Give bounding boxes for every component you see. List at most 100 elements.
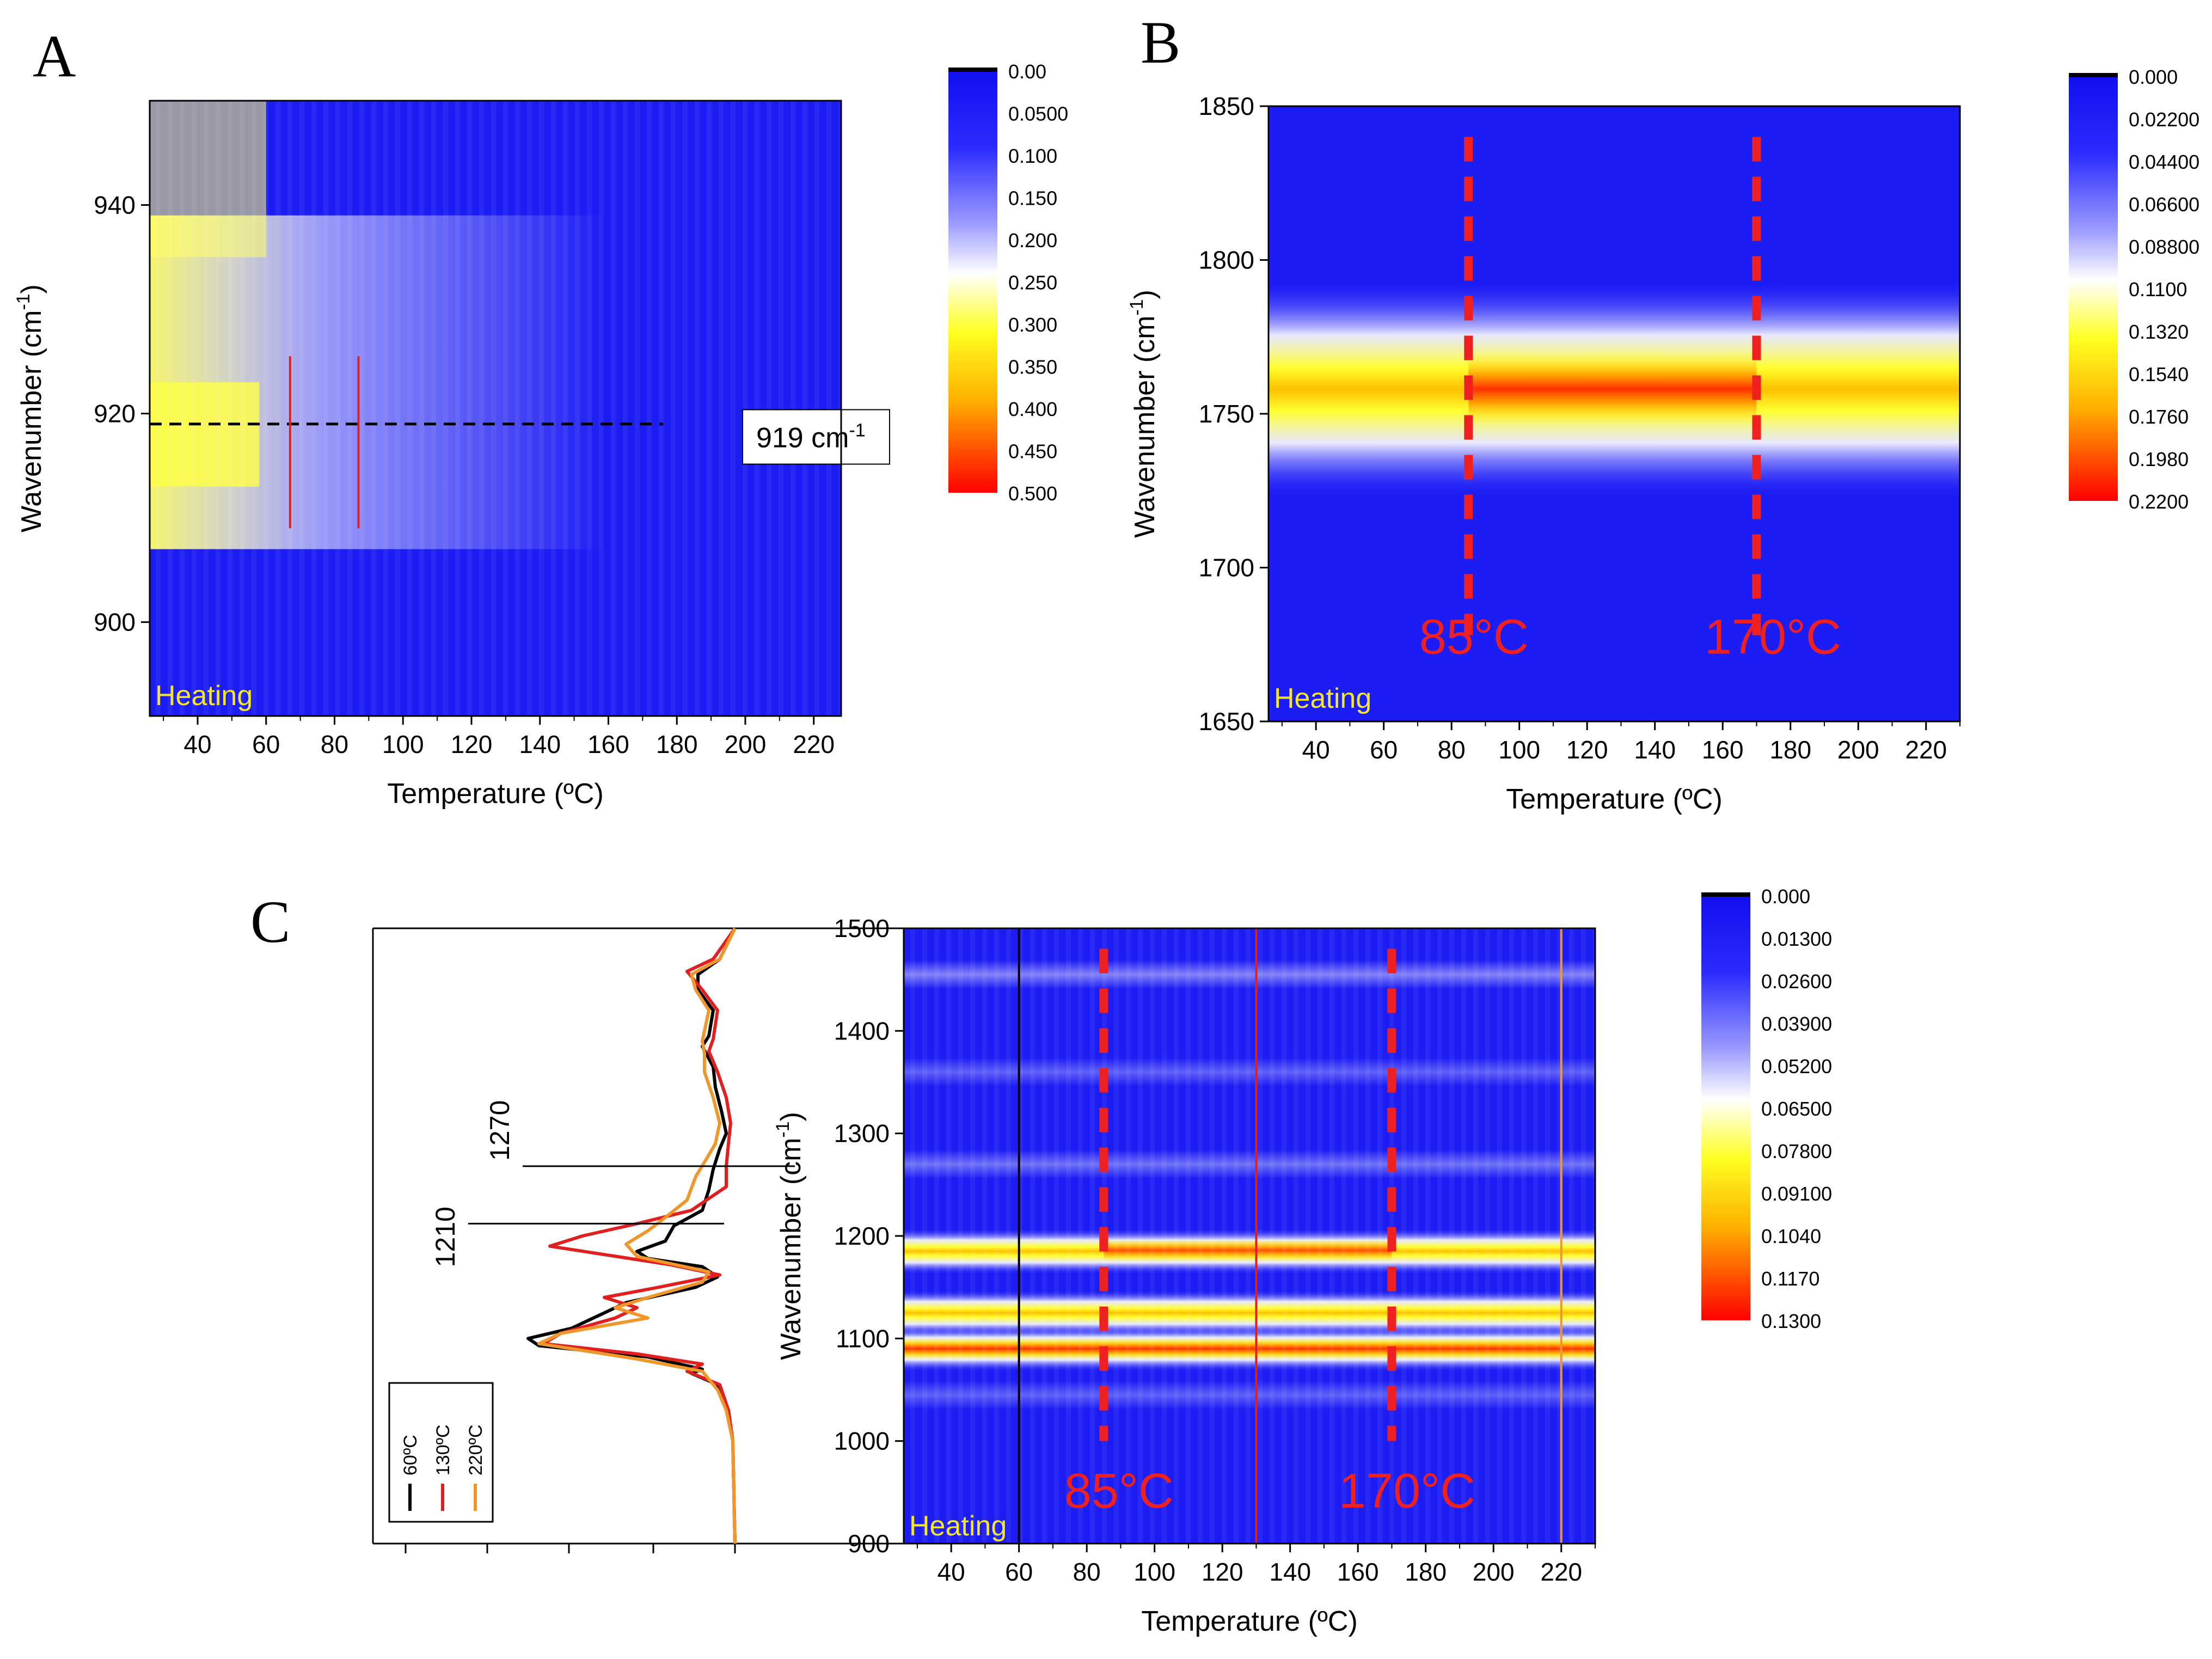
- panel-a-axes: 40 60 80 100 120 140 160 180 200 220 900 920 940 Temp…: [13, 100, 842, 810]
- panel-a-callout-sup: -1: [849, 420, 865, 440]
- panel-a-colorbar-label: 0.450: [1008, 440, 1057, 463]
- panel-a-colorbar-label: 0.00: [1008, 60, 1046, 83]
- panel-c-ylabel: Wavenumber (cm-1): [773, 1112, 807, 1360]
- panel-c-xtick-label: 120: [1202, 1558, 1243, 1586]
- panel-a-colorbar-label: 0.350: [1008, 356, 1057, 378]
- panel-b-xtick-label: 160: [1702, 736, 1744, 764]
- panel-c-marker-label: 85°C: [1064, 1464, 1174, 1519]
- panel-a-colorbar-label: 0.200: [1008, 229, 1057, 252]
- panel-c-colorbar-label: 0.07800: [1761, 1140, 1832, 1162]
- panel-c-annotation-label: 1210: [430, 1207, 461, 1267]
- panel-a-letter: A: [33, 23, 76, 89]
- panel-c-colorbar-label: 0.1300: [1761, 1310, 1821, 1332]
- panel-a-ytick-label: 920: [94, 400, 136, 428]
- panel-c-ytick-label: 1300: [834, 1119, 890, 1148]
- panel-c-annotation-label: 1270: [485, 1100, 515, 1161]
- panel-a-colorbar-top-cap: [948, 68, 997, 72]
- panel-b-colorbar: 0.000 0.02200 0.04400 0.06600 0.08800 0.1100 0…: [2069, 66, 2199, 513]
- panel-a-xtick-label: 40: [183, 730, 211, 758]
- panel-c-xtick-label: 180: [1405, 1558, 1447, 1586]
- panel-c-ytick-label: 1000: [834, 1427, 890, 1455]
- panel-a-frame: [149, 100, 842, 717]
- panel-a-ylabel-sup: -1: [13, 293, 34, 310]
- panel-c-xtick-label: 80: [1073, 1558, 1101, 1586]
- panel-b-colorbar-label: 0.1100: [2129, 278, 2187, 301]
- panel-b-xtick-label: 200: [1837, 736, 1879, 764]
- panel-c: C 1270 1210 60ºC 130ºC 220ºC 85°C 170°C Heatin…: [250, 885, 1832, 1637]
- panel-a-colorbar-label: 0.400: [1008, 398, 1057, 420]
- panel-c-colorbar-label: 0.06500: [1761, 1098, 1832, 1120]
- panel-a-colorbar-label: 0.300: [1008, 314, 1057, 336]
- panel-c-colorbar-label: 0.02600: [1761, 970, 1832, 993]
- panel-c-colorbar-label: 0.03900: [1761, 1013, 1832, 1035]
- panel-c-xtick-label: 100: [1133, 1558, 1175, 1586]
- panel-a-callout-box: [742, 409, 890, 465]
- panel-c-xtick-label: 40: [938, 1558, 965, 1586]
- panel-c-xtick-label: 160: [1337, 1558, 1379, 1586]
- panel-b-colorbar-label: 0.1540: [2129, 363, 2189, 385]
- panel-c-spectrum-line: [526, 927, 737, 1544]
- panel-c-legend-label: 220ºC: [465, 1424, 486, 1476]
- panel-b-ytick-label: 1850: [1199, 92, 1254, 120]
- panel-b-xtick-label: 100: [1498, 736, 1540, 764]
- panel-a-xtick-label: 120: [451, 730, 493, 758]
- panel-b-colorbar-label: 0.08800: [2129, 236, 2199, 258]
- panel-a-callout-text: 919 cm: [756, 422, 849, 454]
- panel-c-xtick-label: 140: [1269, 1558, 1311, 1586]
- panel-b-marker-label: 170°C: [1705, 610, 1841, 665]
- panel-c-heating-label: Heating: [909, 1510, 1007, 1542]
- panel-a-ylabel-main: Wavenumber (cm: [16, 310, 47, 532]
- panel-a-xtick-label: 200: [725, 730, 767, 758]
- panel-b-ytick-label: 1650: [1199, 707, 1254, 736]
- panel-a-xtick-label: 60: [252, 730, 280, 758]
- panel-a-colorbar-label: 0.100: [1008, 145, 1057, 167]
- panel-a-colorbar-gradient: [948, 71, 997, 493]
- panel-c-xtick-label: 220: [1540, 1558, 1582, 1586]
- panel-b-letter: B: [1141, 9, 1180, 76]
- panel-c-colorbar-label: 0.1170: [1761, 1268, 1819, 1290]
- panel-a-xtick-label: 180: [656, 730, 698, 758]
- panel-a-ylabel: Wavenumber (cm-1): [13, 284, 47, 532]
- panel-a-colorbar-label: 0.500: [1008, 482, 1057, 505]
- panel-a-colorbar: 0.00 0.0500 0.100 0.150 0.200 0.250 0.300 0.350…: [948, 60, 1068, 505]
- panel-a-colorbar-label: 0.0500: [1008, 103, 1068, 125]
- panel-c-xtick-label: 60: [1005, 1558, 1033, 1586]
- panel-c-ytick-label: 1200: [834, 1222, 890, 1250]
- panel-b-ytick-label: 1700: [1199, 554, 1254, 582]
- panel-c-colorbar-label: 0.1040: [1761, 1225, 1821, 1247]
- panel-b-colorbar-label: 0.1320: [2129, 321, 2189, 343]
- panel-a-streaks: [150, 101, 841, 716]
- panel-b-colorbar-label: 0.1760: [2129, 406, 2189, 428]
- panel-c-letter: C: [250, 889, 290, 955]
- panel-a-xtick-label: 140: [519, 730, 561, 758]
- panel-a-xtick-label: 100: [382, 730, 424, 758]
- panel-c-spectrum-line: [537, 927, 737, 1544]
- panel-c-streaks: [904, 928, 1595, 1544]
- panel-c-colorbar-label: 0.05200: [1761, 1055, 1832, 1078]
- panel-b-marker-label: 85°C: [1419, 610, 1529, 665]
- panel-b-ylabel: Wavenumber (cm-1): [1126, 290, 1161, 538]
- panel-c-colorbar-label: 0.01300: [1761, 928, 1832, 950]
- panel-c-spectra: 1270 1210 60ºC 130ºC 220ºC: [372, 927, 901, 1553]
- panel-c-ylabel-close: ): [775, 1112, 807, 1121]
- panel-b-band-hot: [1468, 352, 1757, 426]
- panel-a-ytick-label: 900: [94, 608, 136, 636]
- panel-c-xlabel: Temperature (ºC): [1141, 1606, 1358, 1637]
- panel-a-colorbar-label: 0.150: [1008, 187, 1057, 210]
- panel-b-ylabel-sup: -1: [1126, 299, 1147, 315]
- panel-b-ytick-label: 1750: [1199, 400, 1254, 428]
- panel-b-heating-label: Heating: [1274, 683, 1371, 714]
- panel-c-ytick-label: 1500: [834, 914, 890, 942]
- panel-b-colorbar-label: 0.04400: [2129, 151, 2199, 173]
- panel-c-legend-label: 130ºC: [433, 1424, 454, 1476]
- panel-b: B 85°C 170°C Heating 40 60 80 100 120 140 160 180…: [1126, 9, 2199, 815]
- panel-a-ytick-label: 940: [94, 191, 136, 219]
- panel-c-spectrum-line: [542, 927, 737, 1544]
- panel-c-colorbar-label: 0.09100: [1761, 1183, 1832, 1205]
- panel-a-heatmap: 919 cm-1 Heating: [150, 101, 890, 716]
- panel-b-xtick-label: 180: [1769, 736, 1811, 764]
- panel-a-xtick-label: 80: [321, 730, 348, 758]
- panel-b-xtick-label: 120: [1566, 736, 1608, 764]
- panel-a-xtick-label: 160: [587, 730, 629, 758]
